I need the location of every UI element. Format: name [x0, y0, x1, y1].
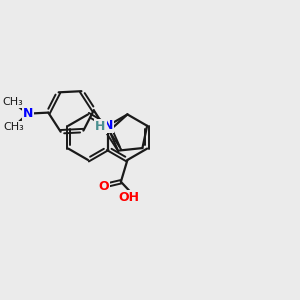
Text: CH₃: CH₃ [3, 122, 24, 132]
Text: CH₃: CH₃ [2, 97, 23, 107]
Text: OH: OH [118, 191, 139, 204]
Text: N: N [103, 119, 113, 132]
Text: N: N [22, 107, 33, 120]
Text: H: H [95, 121, 106, 134]
Text: O: O [99, 180, 110, 193]
